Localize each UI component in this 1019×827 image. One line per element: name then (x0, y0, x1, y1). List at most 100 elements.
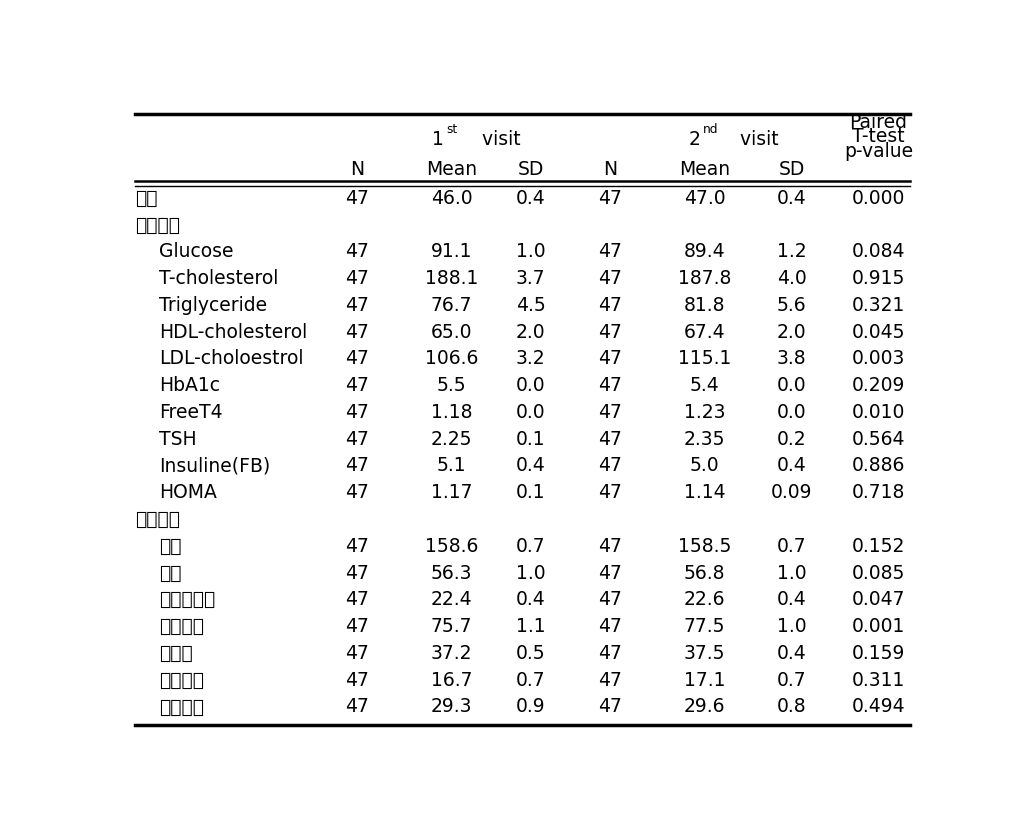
Text: 0.311: 0.311 (851, 670, 904, 689)
Text: 0.886: 0.886 (851, 456, 904, 475)
Text: 47: 47 (344, 643, 368, 662)
Text: 체지방률: 체지방률 (159, 696, 204, 715)
Text: 0.321: 0.321 (851, 295, 904, 314)
Text: 1.0: 1.0 (775, 616, 806, 635)
Text: 17.1: 17.1 (683, 670, 725, 689)
Text: T-cholesterol: T-cholesterol (159, 269, 278, 288)
Text: 0.209: 0.209 (851, 375, 904, 394)
Text: T-test: T-test (851, 127, 904, 146)
Text: 65.0: 65.0 (430, 323, 472, 342)
Text: 0.7: 0.7 (516, 670, 545, 689)
Text: 0.7: 0.7 (516, 536, 545, 555)
Text: 16.7: 16.7 (430, 670, 472, 689)
Text: 0.4: 0.4 (775, 590, 806, 609)
Text: 158.5: 158.5 (678, 536, 731, 555)
Text: HbA1c: HbA1c (159, 375, 220, 394)
Text: 47: 47 (597, 189, 621, 208)
Text: 5.1: 5.1 (436, 456, 466, 475)
Text: N: N (602, 160, 616, 179)
Text: 3.7: 3.7 (516, 269, 545, 288)
Text: 47: 47 (597, 269, 621, 288)
Text: 1.0: 1.0 (516, 563, 545, 582)
Text: visit: visit (728, 130, 779, 149)
Text: HDL-cholesterol: HDL-cholesterol (159, 323, 307, 342)
Text: 47: 47 (597, 242, 621, 261)
Text: 4.5: 4.5 (516, 295, 545, 314)
Text: 0.7: 0.7 (775, 670, 806, 689)
Text: 0.0: 0.0 (775, 403, 806, 422)
Text: 2.25: 2.25 (430, 429, 472, 448)
Text: 47: 47 (597, 295, 621, 314)
Text: 47: 47 (597, 643, 621, 662)
Text: 47: 47 (344, 590, 368, 609)
Text: 77.5: 77.5 (683, 616, 725, 635)
Text: 0.000: 0.000 (851, 189, 904, 208)
Text: 47: 47 (344, 483, 368, 502)
Text: 1.17: 1.17 (430, 483, 472, 502)
Text: 0.159: 0.159 (851, 643, 904, 662)
Text: 47: 47 (597, 349, 621, 368)
Text: 0.084: 0.084 (851, 242, 904, 261)
Text: 나이: 나이 (136, 189, 158, 208)
Text: LDL-choloestrol: LDL-choloestrol (159, 349, 304, 368)
Text: 47: 47 (597, 696, 621, 715)
Text: visit: visit (470, 130, 520, 149)
Text: 81.8: 81.8 (683, 295, 725, 314)
Text: Insuline(FB): Insuline(FB) (159, 456, 270, 475)
Text: st: st (445, 122, 457, 136)
Text: 47: 47 (597, 616, 621, 635)
Text: 47: 47 (344, 375, 368, 394)
Text: 47: 47 (597, 590, 621, 609)
Text: 22.6: 22.6 (683, 590, 725, 609)
Text: 체중: 체중 (159, 563, 181, 582)
Text: 0.4: 0.4 (775, 643, 806, 662)
Text: 37.5: 37.5 (683, 643, 725, 662)
Text: 47: 47 (344, 269, 368, 288)
Text: 47: 47 (597, 375, 621, 394)
Text: 47: 47 (344, 242, 368, 261)
Text: 0.564: 0.564 (851, 429, 904, 448)
Text: HOMA: HOMA (159, 483, 217, 502)
Text: FreeT4: FreeT4 (159, 403, 222, 422)
Text: 187.8: 187.8 (678, 269, 731, 288)
Text: 47: 47 (344, 670, 368, 689)
Text: 47: 47 (344, 456, 368, 475)
Text: 1: 1 (431, 130, 443, 149)
Text: 0.4: 0.4 (775, 456, 806, 475)
Text: p-value: p-value (843, 141, 912, 160)
Text: 0.045: 0.045 (851, 323, 904, 342)
Text: 47: 47 (597, 483, 621, 502)
Text: 47: 47 (344, 295, 368, 314)
Text: SD: SD (517, 160, 543, 179)
Text: 91.1: 91.1 (430, 242, 472, 261)
Text: 0.915: 0.915 (851, 269, 904, 288)
Text: 체지방량: 체지방량 (159, 670, 204, 689)
Text: Glucose: Glucose (159, 242, 233, 261)
Text: 5.5: 5.5 (436, 375, 466, 394)
Text: 체질량지수: 체질량지수 (159, 590, 215, 609)
Text: Mean: Mean (426, 160, 477, 179)
Text: 47: 47 (344, 696, 368, 715)
Text: 47: 47 (344, 563, 368, 582)
Text: 3.8: 3.8 (775, 349, 806, 368)
Text: 47: 47 (597, 670, 621, 689)
Text: 2.0: 2.0 (516, 323, 545, 342)
Text: 47: 47 (344, 323, 368, 342)
Text: 0.7: 0.7 (775, 536, 806, 555)
Text: 0.718: 0.718 (851, 483, 904, 502)
Text: 47: 47 (344, 349, 368, 368)
Text: 1.18: 1.18 (430, 403, 472, 422)
Text: Triglyceride: Triglyceride (159, 295, 267, 314)
Text: 67.4: 67.4 (683, 323, 725, 342)
Text: 0.003: 0.003 (851, 349, 904, 368)
Text: 1.0: 1.0 (516, 242, 545, 261)
Text: 75.7: 75.7 (430, 616, 472, 635)
Text: 0.5: 0.5 (516, 643, 545, 662)
Text: 89.4: 89.4 (683, 242, 725, 261)
Text: 29.3: 29.3 (430, 696, 472, 715)
Text: 5.6: 5.6 (775, 295, 806, 314)
Text: 188.1: 188.1 (425, 269, 478, 288)
Text: 0.9: 0.9 (516, 696, 545, 715)
Text: 1.1: 1.1 (516, 616, 545, 635)
Text: 0.2: 0.2 (775, 429, 806, 448)
